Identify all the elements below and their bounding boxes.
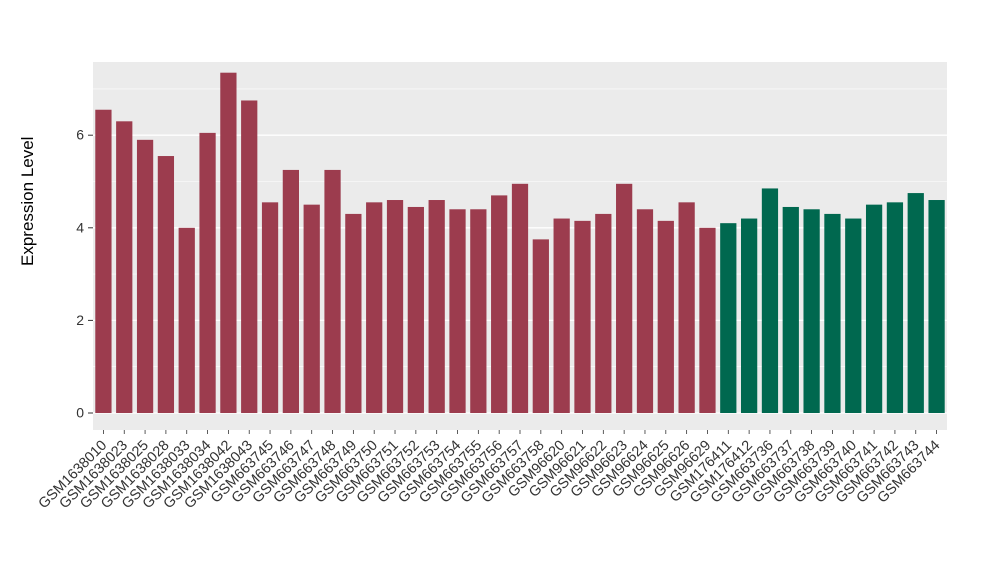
y-tick-label: 2: [76, 312, 84, 328]
bar-GSM1638023: [116, 121, 133, 413]
bar-GSM663750: [366, 202, 383, 413]
bar-GSM663742: [886, 202, 904, 413]
bar-GSM663736: [761, 188, 779, 413]
y-tick-label: 0: [76, 405, 84, 421]
bar-GSM1638043: [241, 100, 258, 413]
y-axis-title: Expression Level: [18, 137, 38, 266]
bar-GSM663757: [511, 183, 529, 413]
bar-GSM1638034: [199, 132, 216, 413]
bar-GSM96620: [553, 218, 570, 413]
bar-GSM176412: [740, 218, 758, 413]
bar-GSM663753: [428, 200, 445, 413]
bar-GSM663746: [282, 169, 300, 413]
bar-GSM663745: [261, 202, 279, 413]
y-tick-label: 4: [76, 219, 84, 235]
bar-GSM1638028: [157, 156, 175, 413]
bar-GSM1638033: [178, 227, 195, 413]
bar-GSM663754: [449, 209, 466, 413]
bar-GSM96629: [699, 227, 716, 413]
bar-GSM96623: [616, 183, 633, 413]
bar-GSM663751: [386, 200, 404, 413]
bar-GSM663741: [865, 204, 883, 413]
bar-GSM96625: [657, 220, 674, 413]
bar-GSM663752: [407, 206, 424, 413]
bar-GSM663737: [782, 206, 799, 413]
bar-GSM663740: [845, 218, 862, 413]
bar-GSM663756: [491, 195, 508, 413]
bar-GSM663748: [324, 169, 341, 413]
bar-GSM663758: [532, 239, 549, 413]
bar-GSM663743: [907, 193, 924, 413]
bar-GSM1638042: [220, 72, 237, 413]
bar-GSM1638025: [136, 139, 154, 413]
bar-GSM96626: [678, 202, 695, 413]
bar-GSM96622: [595, 213, 612, 413]
bar-GSM96621: [574, 220, 591, 413]
bar-GSM663744: [928, 200, 945, 413]
bar-GSM1638010: [95, 109, 112, 414]
bar-GSM663738: [803, 209, 820, 413]
y-axis-title-text: Expression Level: [18, 136, 37, 266]
bar-GSM663747: [303, 204, 320, 413]
bar-GSM663755: [470, 209, 487, 413]
bar-GSM96624: [636, 209, 654, 413]
y-tick-label: 6: [76, 127, 84, 143]
bar-GSM663749: [345, 213, 362, 413]
bar-GSM663739: [824, 213, 841, 413]
bar-GSM176411: [720, 223, 737, 413]
